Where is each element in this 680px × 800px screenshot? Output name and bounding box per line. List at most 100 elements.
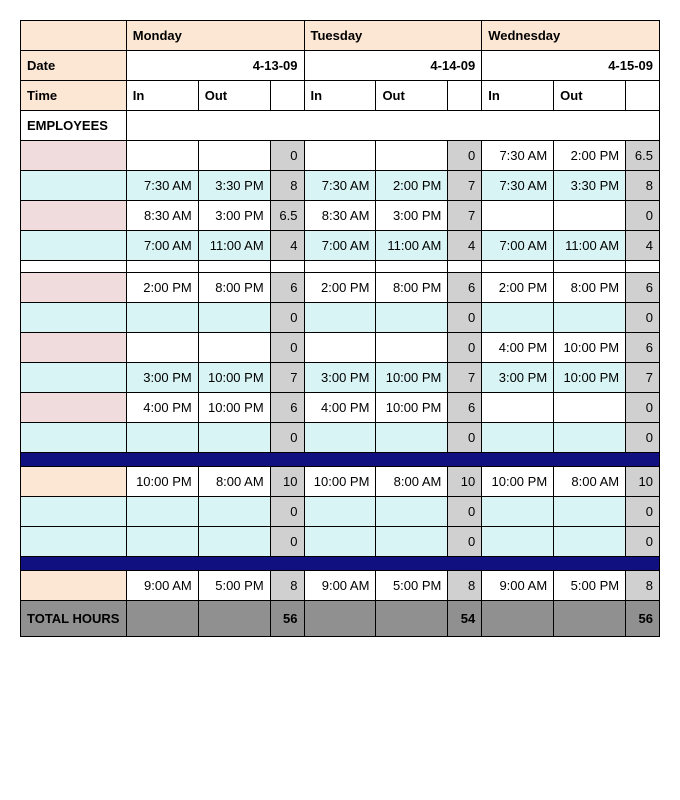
out-cell[interactable]: 3:30 PM — [198, 171, 270, 201]
in-cell[interactable] — [126, 497, 198, 527]
in-cell[interactable]: 8:30 AM — [304, 201, 376, 231]
in-cell[interactable]: 2:00 PM — [482, 273, 554, 303]
in-cell[interactable] — [304, 333, 376, 363]
out-cell[interactable] — [554, 527, 626, 557]
in-cell[interactable]: 10:00 PM — [482, 467, 554, 497]
spacer-cell — [448, 261, 482, 273]
out-cell[interactable]: 5:00 PM — [554, 571, 626, 601]
out-cell[interactable]: 5:00 PM — [198, 571, 270, 601]
tot-header-mon — [270, 81, 304, 111]
timesheet-table: Monday Tuesday Wednesday Date 4-13-09 4-… — [20, 20, 660, 637]
in-cell[interactable]: 3:00 PM — [126, 363, 198, 393]
out-cell[interactable] — [198, 423, 270, 453]
out-header-tue: Out — [376, 81, 448, 111]
out-cell[interactable]: 8:00 PM — [198, 273, 270, 303]
out-cell[interactable]: 10:00 PM — [554, 363, 626, 393]
in-cell[interactable] — [126, 333, 198, 363]
out-cell[interactable] — [376, 497, 448, 527]
out-cell[interactable]: 10:00 PM — [198, 363, 270, 393]
in-cell[interactable]: 4:00 PM — [304, 393, 376, 423]
in-cell[interactable] — [126, 303, 198, 333]
in-cell[interactable]: 4:00 PM — [126, 393, 198, 423]
in-cell[interactable]: 9:00 AM — [304, 571, 376, 601]
out-cell[interactable]: 5:00 PM — [376, 571, 448, 601]
in-cell[interactable]: 10:00 PM — [304, 467, 376, 497]
employee-cell — [21, 571, 127, 601]
in-cell[interactable]: 9:00 AM — [126, 571, 198, 601]
in-cell[interactable] — [482, 527, 554, 557]
in-header-tue: In — [304, 81, 376, 111]
date-label: Date — [21, 51, 127, 81]
out-cell[interactable]: 10:00 PM — [376, 363, 448, 393]
in-cell[interactable]: 7:30 AM — [482, 171, 554, 201]
out-cell[interactable] — [376, 423, 448, 453]
out-cell[interactable] — [198, 303, 270, 333]
in-cell[interactable]: 3:00 PM — [304, 363, 376, 393]
in-cell[interactable] — [304, 497, 376, 527]
in-cell[interactable]: 10:00 PM — [126, 467, 198, 497]
out-cell[interactable]: 10:00 PM — [376, 393, 448, 423]
out-cell[interactable]: 3:00 PM — [198, 201, 270, 231]
out-cell[interactable] — [554, 303, 626, 333]
in-header-mon: In — [126, 81, 198, 111]
in-cell[interactable]: 7:30 AM — [482, 141, 554, 171]
out-cell[interactable]: 2:00 PM — [554, 141, 626, 171]
table-row: 007:30 AM2:00 PM6.5 — [21, 141, 660, 171]
out-cell[interactable]: 11:00 AM — [376, 231, 448, 261]
out-cell[interactable]: 8:00 AM — [376, 467, 448, 497]
out-cell[interactable] — [554, 497, 626, 527]
in-cell[interactable]: 7:30 AM — [126, 171, 198, 201]
out-cell[interactable] — [198, 497, 270, 527]
out-cell[interactable] — [198, 333, 270, 363]
total-tue: 54 — [448, 601, 482, 637]
out-cell[interactable]: 10:00 PM — [198, 393, 270, 423]
out-cell[interactable] — [554, 423, 626, 453]
out-cell[interactable]: 3:30 PM — [554, 171, 626, 201]
out-cell[interactable]: 8:00 PM — [554, 273, 626, 303]
out-cell[interactable] — [376, 333, 448, 363]
in-cell[interactable] — [482, 303, 554, 333]
in-cell[interactable] — [304, 423, 376, 453]
out-cell[interactable] — [376, 303, 448, 333]
out-cell[interactable]: 3:00 PM — [376, 201, 448, 231]
in-cell[interactable]: 7:00 AM — [126, 231, 198, 261]
out-cell[interactable] — [198, 527, 270, 557]
in-cell[interactable] — [126, 423, 198, 453]
out-cell[interactable] — [198, 141, 270, 171]
out-cell[interactable]: 8:00 AM — [198, 467, 270, 497]
out-cell[interactable]: 11:00 AM — [554, 231, 626, 261]
employee-cell — [21, 333, 127, 363]
hours-cell: 0 — [270, 423, 304, 453]
out-cell[interactable] — [376, 141, 448, 171]
out-cell[interactable] — [376, 527, 448, 557]
in-cell[interactable]: 8:30 AM — [126, 201, 198, 231]
in-cell[interactable] — [482, 201, 554, 231]
in-cell[interactable] — [482, 497, 554, 527]
in-cell[interactable] — [304, 141, 376, 171]
out-cell[interactable]: 11:00 AM — [198, 231, 270, 261]
hours-cell: 10 — [270, 467, 304, 497]
out-cell[interactable]: 10:00 PM — [554, 333, 626, 363]
in-cell[interactable]: 7:30 AM — [304, 171, 376, 201]
in-cell[interactable] — [482, 423, 554, 453]
in-cell[interactable] — [482, 393, 554, 423]
hours-cell: 6 — [626, 273, 660, 303]
in-cell[interactable] — [126, 527, 198, 557]
in-cell[interactable]: 2:00 PM — [304, 273, 376, 303]
in-cell[interactable]: 2:00 PM — [126, 273, 198, 303]
in-cell[interactable]: 7:00 AM — [304, 231, 376, 261]
out-cell[interactable]: 8:00 PM — [376, 273, 448, 303]
out-cell[interactable]: 8:00 AM — [554, 467, 626, 497]
out-cell[interactable]: 2:00 PM — [376, 171, 448, 201]
hours-cell: 4 — [626, 231, 660, 261]
in-cell[interactable] — [304, 303, 376, 333]
out-cell[interactable] — [554, 201, 626, 231]
in-cell[interactable]: 9:00 AM — [482, 571, 554, 601]
in-cell[interactable] — [304, 527, 376, 557]
in-cell[interactable]: 4:00 PM — [482, 333, 554, 363]
out-cell[interactable] — [554, 393, 626, 423]
in-cell[interactable]: 7:00 AM — [482, 231, 554, 261]
in-cell[interactable] — [126, 141, 198, 171]
hours-cell: 0 — [270, 527, 304, 557]
in-cell[interactable]: 3:00 PM — [482, 363, 554, 393]
